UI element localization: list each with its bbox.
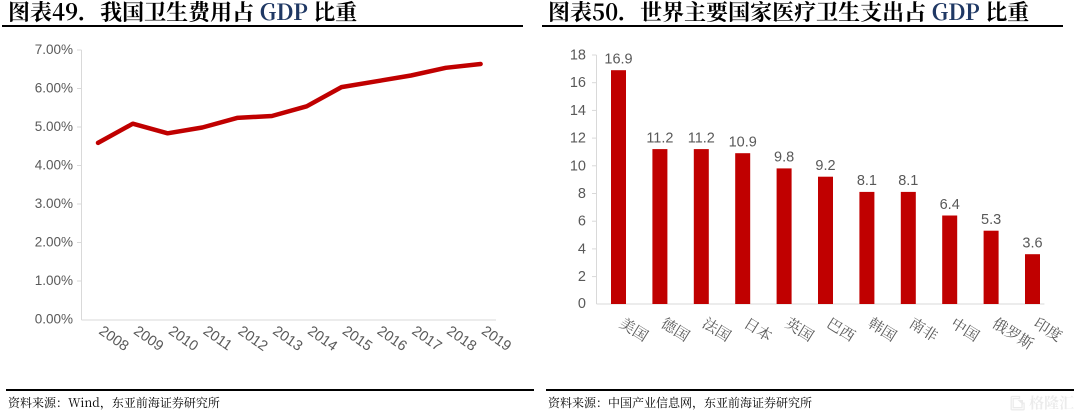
svg-text:2018: 2018 [444,323,480,355]
svg-text:6.4: 6.4 [940,197,960,213]
svg-text:英国: 英国 [781,312,818,346]
svg-text:南非: 南非 [906,312,943,346]
svg-text:法国: 法国 [699,312,736,346]
svg-text:18: 18 [570,48,586,64]
svg-text:巴西: 巴西 [823,312,860,346]
svg-text:10: 10 [570,158,586,174]
svg-text:14: 14 [570,103,586,119]
svg-text:2010: 2010 [165,323,201,355]
svg-text:2014: 2014 [304,323,340,355]
svg-text:4.00%: 4.00% [35,158,73,173]
svg-text:2013: 2013 [270,323,306,355]
svg-text:2.00%: 2.00% [35,235,73,250]
svg-text:9.8: 9.8 [774,150,794,166]
svg-text:0.00%: 0.00% [35,312,73,327]
svg-text:日本: 日本 [740,312,777,346]
svg-text:0: 0 [578,296,586,312]
svg-text:印度: 印度 [1030,312,1067,346]
svg-text:8: 8 [578,186,586,202]
svg-text:德国: 德国 [657,312,694,346]
svg-text:16: 16 [570,75,586,91]
svg-text:俄罗斯: 俄罗斯 [988,312,1037,354]
svg-text:2: 2 [578,269,586,285]
svg-text:11.2: 11.2 [646,130,673,146]
svg-text:5.00%: 5.00% [35,119,73,134]
svg-text:11.2: 11.2 [688,130,715,146]
svg-text:2009: 2009 [131,323,167,355]
svg-text:12: 12 [570,131,586,147]
svg-text:3.00%: 3.00% [35,196,73,211]
svg-text:2008: 2008 [96,323,132,355]
svg-text:2016: 2016 [374,323,410,355]
svg-text:美国: 美国 [616,312,653,346]
svg-text:韩国: 韩国 [864,312,901,346]
svg-text:8.1: 8.1 [857,173,877,189]
svg-text:10.9: 10.9 [729,135,757,151]
svg-text:5.3: 5.3 [981,212,1001,228]
svg-text:6: 6 [578,214,586,230]
svg-text:16.9: 16.9 [604,52,632,68]
svg-text:7.00%: 7.00% [35,42,73,57]
svg-text:6.00%: 6.00% [35,81,73,96]
svg-text:2011: 2011 [200,323,235,354]
svg-text:4: 4 [578,241,586,257]
svg-text:3.6: 3.6 [1022,236,1042,252]
svg-text:2017: 2017 [409,323,445,355]
svg-text:2019: 2019 [478,323,514,355]
svg-text:中国: 中国 [947,312,984,346]
svg-text:2012: 2012 [235,323,271,355]
svg-text:9.2: 9.2 [815,158,835,174]
svg-text:2015: 2015 [339,323,375,355]
svg-text:8.1: 8.1 [898,173,918,189]
svg-text:1.00%: 1.00% [35,273,73,288]
